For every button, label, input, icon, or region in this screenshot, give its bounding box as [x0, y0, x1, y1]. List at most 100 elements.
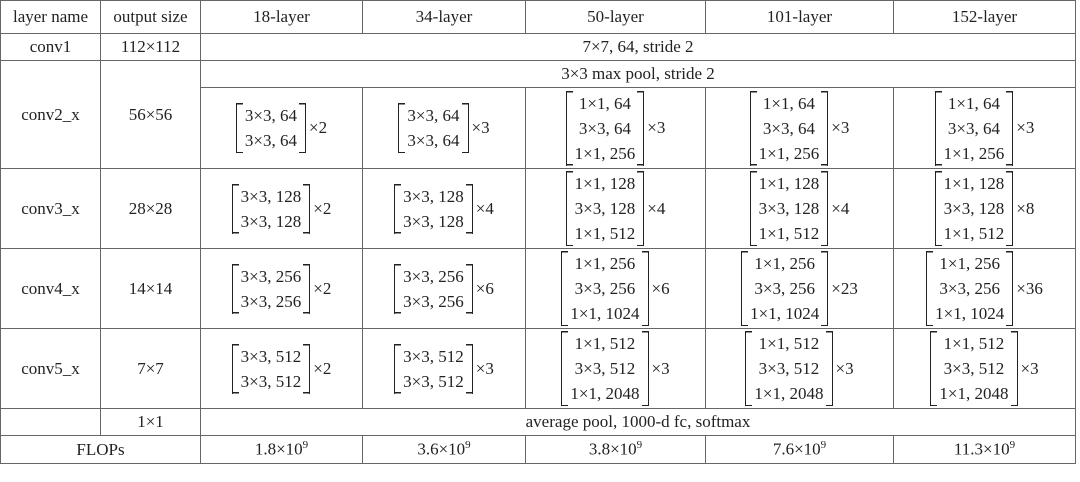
output-size: 112×112 [100, 33, 201, 61]
row-name: conv5_x [0, 328, 101, 409]
flops-base: 7.6×10 [772, 439, 821, 459]
output-size: 14×14 [100, 248, 201, 329]
block: 1×1, 64 3×3, 64 1×1, 256 ×3 [526, 90, 705, 166]
bracket: 1×1, 512 3×3, 512 1×1, 2048 [745, 331, 833, 406]
table-row: layer name output size 18-layer 34-layer 50-… [0, 0, 1076, 34]
bracket: 3×3, 256 3×3, 256 [231, 263, 311, 314]
table-row: FLOPs 1.8×109 3.6×109 3.8×109 7.6×109 11.3×10… [0, 435, 1076, 464]
span-cell: 7×7, 64, stride 2 [200, 33, 1076, 61]
layer-spec: 3×3, 512 [403, 346, 464, 366]
layer-spec: 3×3, 256 [403, 266, 464, 286]
repeat: ×3 [835, 358, 854, 378]
block-cell: 1×1, 512 3×3, 512 1×1, 2048 ×3 [705, 328, 894, 409]
block: 3×3, 256 3×3, 256 ×2 [201, 263, 362, 314]
block: 1×1, 128 3×3, 128 1×1, 512 ×4 [706, 171, 893, 246]
layer-spec: 3×3, 64 [407, 131, 460, 150]
layer-spec: 3×3, 512 [943, 359, 1005, 378]
bracket: 3×3, 512 3×3, 512 [231, 343, 311, 394]
block-cell: 1×1, 64 3×3, 64 1×1, 256 ×3 [705, 87, 894, 169]
header-cell: 34-layer [362, 0, 526, 34]
flops-exp: 9 [302, 439, 309, 452]
repeat: ×2 [313, 278, 332, 298]
block-cell: 1×1, 128 3×3, 128 1×1, 512 ×4 [525, 168, 706, 249]
flops-exp: 9 [465, 439, 471, 452]
bracket: 3×3, 512 3×3, 512 [394, 343, 473, 394]
bracket: 1×1, 512 3×3, 512 1×1, 2048 [561, 331, 649, 406]
layer-spec: 1×1, 256 [758, 143, 820, 163]
layer-spec: 1×1, 128 [758, 174, 820, 193]
bracket: 3×3, 128 3×3, 128 [231, 183, 311, 234]
layer-spec: 1×1, 256 [939, 254, 1000, 273]
block-cell: 3×3, 256 3×3, 256 ×6 [362, 248, 526, 329]
bracket: 1×1, 64 3×3, 64 1×1, 256 [749, 90, 829, 166]
block-cell: 1×1, 64 3×3, 64 1×1, 256 ×3 [893, 87, 1076, 169]
header-cell: layer name [0, 0, 101, 34]
layer-spec: 3×3, 256 [939, 279, 1000, 298]
repeat: ×6 [651, 278, 670, 298]
repeat: ×3 [1020, 358, 1039, 378]
layer-spec: 3×3, 256 [240, 291, 302, 311]
bracket: 1×1, 128 3×3, 128 1×1, 512 [565, 171, 645, 246]
layer-spec: 1×1, 1024 [935, 304, 1005, 323]
layer-spec: 3×3, 256 [240, 266, 302, 286]
row-name: conv1 [0, 33, 101, 61]
repeat: ×2 [313, 358, 332, 378]
bracket: 1×1, 64 3×3, 64 1×1, 256 [565, 90, 645, 166]
bracket: 1×1, 128 3×3, 128 1×1, 512 [934, 171, 1014, 246]
layer-spec: 1×1, 512 [943, 334, 1005, 353]
table-row: 3×3, 64 3×3, 64 ×2 3×3, 64 3×3, 64 ×3 1×1, 64 3… [1, 87, 1076, 169]
repeat: ×3 [831, 118, 850, 137]
block-cell: 3×3, 64 3×3, 64 ×2 [200, 87, 363, 169]
layer-spec: 3×3, 128 [758, 199, 820, 218]
header-cell: 101-layer [705, 0, 894, 34]
repeat: ×4 [647, 198, 666, 218]
header-cell: 18-layer [200, 0, 363, 34]
header-cell: 152-layer [893, 0, 1076, 34]
output-size: 56×56 [100, 60, 201, 169]
span-cell: average pool, 1000-d fc, softmax [200, 408, 1076, 436]
header-cell: output size [100, 0, 201, 34]
layer-spec: 1×1, 64 [578, 93, 631, 113]
output-size: 7×7 [100, 328, 201, 409]
layer-spec: 1×1, 2048 [939, 384, 1009, 403]
row-name: conv2_x [0, 60, 101, 169]
output-size: 28×28 [100, 168, 201, 249]
flops-base: 11.3×10 [953, 439, 1010, 459]
architecture-table: layer name output size 18-layer 34-layer 50-… [0, 0, 1076, 464]
block-cell: 3×3, 128 3×3, 128 ×4 [362, 168, 526, 249]
bracket: 1×1, 128 3×3, 128 1×1, 512 [749, 171, 829, 246]
layer-spec: 3×3, 64 [407, 106, 460, 125]
block: 3×3, 128 3×3, 128 ×2 [201, 183, 362, 234]
block: 1×1, 256 3×3, 256 1×1, 1024 ×23 [706, 251, 893, 326]
block-cell: 3×3, 512 3×3, 512 ×2 [200, 328, 363, 409]
block: 3×3, 512 3×3, 512 ×2 [201, 343, 362, 394]
layer-spec: 1×1, 256 [754, 254, 815, 273]
layer-spec: 1×1, 512 [574, 334, 636, 353]
layer-spec: 1×1, 128 [943, 174, 1005, 193]
repeat: ×4 [831, 198, 850, 218]
flops-exp: 9 [636, 439, 643, 452]
flops-cell: 7.6×109 [705, 435, 894, 464]
table-row: conv3_x 28×28 3×3, 128 3×3, 128 ×2 3×3, 128 3×… [0, 168, 1076, 249]
layer-spec: 3×3, 64 [244, 131, 297, 150]
table-row: 1×1 average pool, 1000-d fc, softmax [0, 408, 1076, 436]
block: 1×1, 512 3×3, 512 1×1, 2048 ×3 [894, 331, 1075, 406]
block: 3×3, 512 3×3, 512 ×3 [363, 343, 525, 394]
repeat: ×3 [651, 358, 670, 378]
layer-spec: 3×3, 64 [762, 118, 815, 138]
bracket: 1×1, 256 3×3, 256 1×1, 1024 [741, 251, 829, 326]
output-size: 1×1 [100, 408, 201, 436]
layer-spec: 3×3, 256 [574, 279, 636, 298]
repeat: ×2 [313, 198, 332, 218]
table-row: conv2_x 56×56 3×3 max pool, stride 2 [0, 60, 1076, 169]
block: 1×1, 128 3×3, 128 1×1, 512 ×4 [526, 171, 705, 246]
layer-spec: 1×1, 64 [762, 93, 815, 113]
block-cell: 1×1, 256 3×3, 256 1×1, 1024 ×23 [705, 248, 894, 329]
repeat: ×8 [1016, 198, 1035, 218]
flops-cell: 11.3×109 [893, 435, 1076, 464]
block-cell: 3×3, 64 3×3, 64 ×3 [362, 87, 526, 169]
layer-spec: 3×3, 64 [947, 118, 1000, 138]
row-name: FLOPs [0, 435, 201, 464]
layer-spec: 3×3, 512 [403, 371, 464, 391]
